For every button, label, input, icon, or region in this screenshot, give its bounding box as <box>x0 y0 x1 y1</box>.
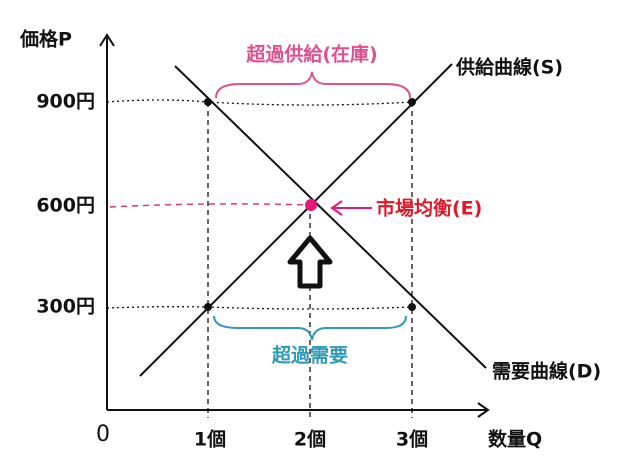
x-tick-label: 1個 <box>194 429 226 451</box>
y-axis-label: 価格P <box>19 28 72 51</box>
excess-supply-brace <box>215 71 411 99</box>
x-tick-label: 3個 <box>396 429 428 451</box>
excess-demand-label: 超過需要 <box>271 344 348 367</box>
equilibrium-label: 市場均衡(E) <box>376 197 482 220</box>
x-axis <box>107 402 490 418</box>
price-guide <box>106 306 413 310</box>
up-arrow <box>287 235 333 289</box>
equilibrium-point <box>305 199 317 211</box>
excess-demand-brace <box>213 315 407 341</box>
y-tick-label: 300円 <box>36 296 95 318</box>
supply-curve <box>139 63 453 377</box>
origin-label: 0 <box>96 422 110 447</box>
excess-supply-label: 超過供給(在庫) <box>245 43 377 66</box>
point <box>204 303 212 311</box>
equilibrium-guide <box>109 203 311 208</box>
demand-label: 需要曲線(D) <box>492 360 601 383</box>
point <box>408 303 416 311</box>
y-tick-label: 600円 <box>36 195 95 217</box>
y-tick-label: 900円 <box>36 91 95 113</box>
equilibrium-arrow <box>330 200 372 216</box>
y-axis <box>99 33 115 410</box>
point <box>408 98 416 106</box>
quantity-guide <box>207 102 413 418</box>
x-axis-label: 数量Q <box>488 428 542 451</box>
supply-label: 供給曲線(S) <box>455 56 563 79</box>
point <box>204 98 212 106</box>
price-guide <box>106 99 413 106</box>
demand-curve <box>174 65 487 369</box>
x-tick-label: 2個 <box>294 429 326 451</box>
